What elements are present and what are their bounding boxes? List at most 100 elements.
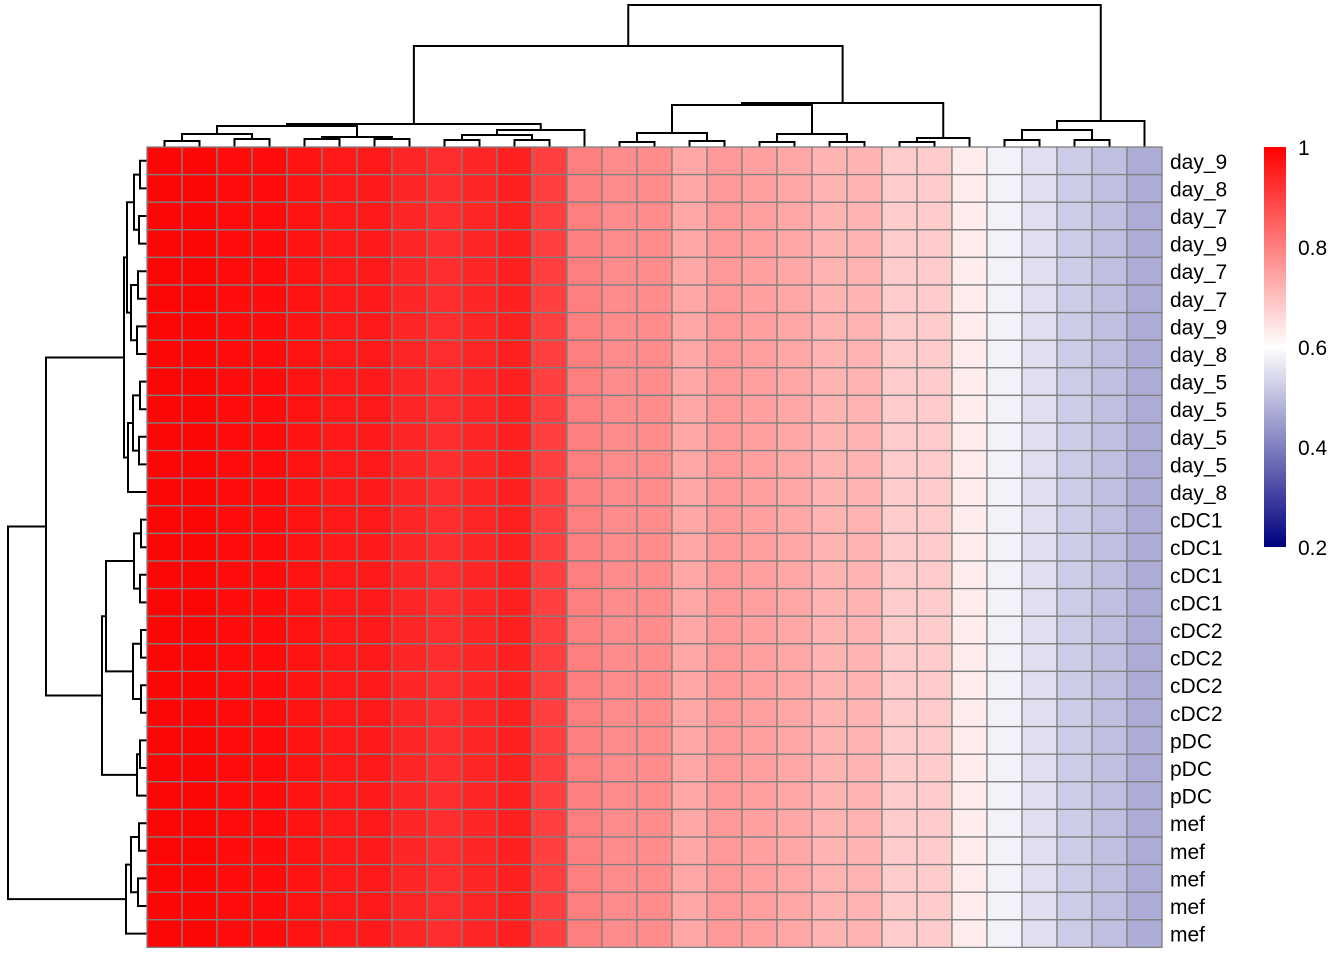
heatmap-cell	[1091, 477, 1128, 507]
row-label: cDC2	[1170, 620, 1223, 643]
heatmap-cell	[216, 146, 253, 176]
heatmap-cell	[286, 311, 323, 341]
heatmap-cell	[1091, 781, 1128, 811]
heatmap-cell	[811, 449, 848, 479]
heatmap-cell	[566, 505, 603, 535]
heatmap-cell	[391, 201, 428, 231]
heatmap-cell	[636, 201, 673, 231]
dendrogram-branch	[688, 140, 726, 147]
heatmap-cell	[216, 560, 253, 590]
heatmap-cell	[146, 753, 183, 783]
heatmap-cell	[706, 256, 743, 286]
heatmap-cell	[741, 643, 778, 673]
legend-color-bar	[1264, 147, 1286, 547]
heatmap-cell	[986, 919, 1023, 949]
heatmap-cell	[881, 449, 918, 479]
row-dendrogram	[7, 159, 147, 935]
heatmap-cell	[286, 698, 323, 728]
heatmap-cell	[356, 173, 393, 203]
heatmap-cell	[356, 311, 393, 341]
heatmap-cell	[181, 643, 218, 673]
heatmap-cell	[706, 311, 743, 341]
heatmap-cell	[391, 256, 428, 286]
row-label: pDC	[1170, 730, 1212, 753]
heatmap-cell	[881, 560, 918, 590]
heatmap-cell	[1056, 560, 1093, 590]
heatmap-cell	[531, 477, 568, 507]
heatmap-cell	[636, 173, 673, 203]
heatmap-cell	[986, 808, 1023, 838]
heatmap-cell	[216, 753, 253, 783]
heatmap-cell	[531, 449, 568, 479]
heatmap-cell	[216, 367, 253, 397]
heatmap-cell	[461, 394, 498, 424]
heatmap-cell	[1021, 670, 1058, 700]
heatmap-cell	[461, 284, 498, 314]
heatmap-cell	[706, 781, 743, 811]
heatmap-cell	[181, 863, 218, 893]
heatmap-cell	[601, 670, 638, 700]
heatmap-cell	[951, 587, 988, 617]
heatmap-cell	[216, 670, 253, 700]
heatmap-cell	[426, 477, 463, 507]
heatmap-cell	[671, 587, 708, 617]
heatmap-cell	[601, 256, 638, 286]
heatmap-cell	[916, 670, 953, 700]
heatmap-cell	[1021, 284, 1058, 314]
heatmap-cell	[1126, 201, 1163, 231]
heatmap-cell	[461, 339, 498, 369]
heatmap-cell	[706, 615, 743, 645]
heatmap-cell	[1021, 725, 1058, 755]
heatmap-cell	[566, 919, 603, 949]
heatmap-cell	[916, 449, 953, 479]
heatmap-cell	[916, 311, 953, 341]
heatmap-cell	[566, 836, 603, 866]
heatmap-cell	[146, 808, 183, 838]
heatmap-cell	[986, 394, 1023, 424]
heatmap-cell	[356, 891, 393, 921]
heatmap-cell	[286, 670, 323, 700]
legend-tick-label: 0.4	[1298, 437, 1328, 460]
heatmap-cell	[671, 256, 708, 286]
heatmap-cell	[601, 891, 638, 921]
heatmap-cell	[741, 339, 778, 369]
heatmap-cell	[531, 229, 568, 259]
heatmap-cell	[1126, 560, 1163, 590]
heatmap-cell	[146, 367, 183, 397]
heatmap-cell	[146, 919, 183, 949]
heatmap-cell	[1126, 505, 1163, 535]
heatmap-cell	[811, 836, 848, 866]
heatmap-cell	[1091, 146, 1128, 176]
heatmap-cell	[566, 560, 603, 590]
heatmap-cell	[811, 725, 848, 755]
heatmap-cell	[916, 808, 953, 838]
heatmap-cell	[1021, 753, 1058, 783]
heatmap-cell	[1126, 146, 1163, 176]
heatmap-cell	[251, 311, 288, 341]
dendrogram-branch	[898, 141, 936, 147]
heatmap-cell	[181, 891, 218, 921]
dendrogram-branch	[127, 422, 147, 493]
heatmap-cell	[741, 725, 778, 755]
heatmap-cell	[566, 781, 603, 811]
row-label: cDC1	[1170, 510, 1223, 533]
dendrogram-branch	[741, 102, 945, 138]
heatmap-cell	[286, 753, 323, 783]
heatmap-cell	[776, 173, 813, 203]
column-dendrogram	[163, 4, 1146, 147]
heatmap-cell	[706, 560, 743, 590]
heatmap-cell	[461, 587, 498, 617]
heatmap-cell	[741, 753, 778, 783]
heatmap-cell	[636, 725, 673, 755]
heatmap-cell	[881, 891, 918, 921]
heatmap-cell	[286, 256, 323, 286]
heatmap-cell	[846, 919, 883, 949]
heatmap-cell	[811, 698, 848, 728]
dendrogram-branch	[412, 45, 844, 124]
heatmap-cell	[846, 781, 883, 811]
heatmap-cell	[356, 394, 393, 424]
heatmap-cell	[1126, 449, 1163, 479]
heatmap-cell	[321, 477, 358, 507]
heatmap-cell	[1056, 201, 1093, 231]
heatmap-cell	[181, 505, 218, 535]
